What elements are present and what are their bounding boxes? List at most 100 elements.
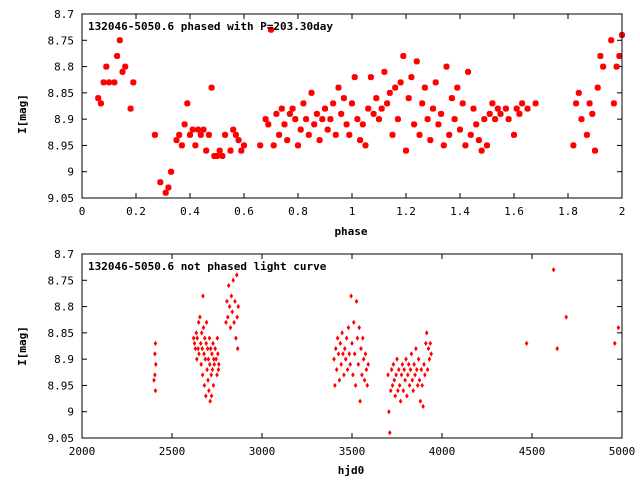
unphased-chart-point [397, 382, 402, 389]
unphased-chart-point [230, 309, 235, 315]
phased-chart-point [286, 110, 293, 117]
unphased-chart-point [228, 325, 233, 331]
phased-chart-point [608, 37, 615, 44]
unphased-chart-point [206, 356, 211, 362]
unphased-chart-xtick-label: 3000 [249, 445, 276, 458]
phased-chart-point [127, 105, 134, 112]
unphased-chart-point [332, 356, 336, 362]
phased-chart-point [570, 142, 577, 149]
unphased-chart-point [198, 314, 202, 320]
unphased-chart-point [524, 340, 529, 346]
unphased-chart-point [153, 351, 157, 357]
phased-chart-point [168, 168, 175, 175]
unphased-chart-point [353, 382, 358, 389]
phased-chart-point [432, 79, 439, 86]
unphased-chart-point [427, 356, 432, 362]
phased-chart-point [270, 142, 277, 149]
phased-chart-xtick-label: 1 [349, 205, 356, 218]
phased-chart: 0 0.2 0.4 0.6 0.8 1 1.2 1.4 1.6 1.8 2 8.7 8.75 8.8 8.8… [16, 8, 625, 238]
unphased-chart-ytick-label: 9 [67, 406, 74, 419]
unphased-chart-point [229, 293, 234, 299]
phased-chart-point [284, 137, 291, 144]
unphased-chart-point [392, 377, 397, 383]
unphased-chart-point [395, 356, 399, 362]
phased-chart-point [532, 100, 539, 107]
phased-chart-xtick-label: 0 [79, 205, 86, 218]
phased-chart-point [573, 100, 580, 107]
phased-chart-point [303, 116, 310, 123]
phased-chart-point [367, 74, 374, 81]
phased-chart-ylabel: I[mag] [16, 94, 29, 134]
phased-chart-point [484, 142, 490, 149]
unphased-chart-point [209, 393, 214, 399]
phased-chart-point [376, 116, 382, 123]
unphased-chart-point [423, 372, 427, 378]
phased-chart-point [95, 95, 102, 102]
unphased-chart-point [346, 325, 351, 331]
phased-chart-point [467, 131, 474, 138]
phased-chart-point [405, 95, 412, 102]
unphased-chart-point [404, 356, 408, 362]
phased-chart-point [235, 137, 242, 144]
unphased-chart-point [209, 372, 214, 378]
unphased-chart-point [232, 319, 236, 325]
unphased-chart-point [235, 272, 239, 278]
unphased-chart-point [388, 388, 393, 394]
unphased-chart-point [415, 382, 420, 389]
unphased-chart-point [195, 356, 199, 362]
phased-chart-point [457, 126, 463, 133]
unphased-chart-point [422, 361, 426, 367]
phased-chart-point [278, 105, 285, 112]
phased-chart-point [100, 79, 107, 86]
phased-chart-point [338, 110, 345, 117]
phased-chart-xtick-label: 1.4 [450, 205, 470, 218]
unphased-chart-ytick-label: 8.9 [54, 353, 74, 366]
unphased-chart-point [363, 351, 368, 357]
unphased-chart: 2000 2500 3000 3500 4000 4500 5000 8.7 8.75 8.8 8.… [16, 248, 635, 477]
unphased-chart-point [355, 335, 360, 341]
unphased-chart-point [365, 382, 370, 389]
unphased-chart-points [152, 267, 621, 436]
phased-chart-point [465, 68, 472, 75]
unphased-chart-point [388, 430, 392, 436]
unphased-chart-point [212, 361, 217, 367]
phased-chart-point [324, 126, 331, 133]
unphased-chart-point [412, 361, 416, 367]
phased-chart-point [114, 53, 121, 60]
unphased-chart-point [348, 361, 352, 367]
unphased-chart-point [202, 335, 207, 341]
unphased-chart-point [200, 372, 205, 378]
phased-chart-point [459, 100, 466, 107]
phased-chart-xtick-label: 0.2 [126, 205, 146, 218]
phased-chart-point [257, 142, 264, 149]
phased-chart-point [362, 142, 369, 149]
unphased-chart-point [415, 367, 419, 373]
unphased-chart-point [357, 325, 361, 331]
phased-chart-point [219, 152, 226, 159]
phased-chart-point [346, 131, 353, 138]
phased-chart-point [230, 126, 237, 133]
unphased-chart-point [211, 340, 215, 346]
unphased-chart-point [202, 351, 206, 357]
unphased-chart-point [206, 377, 210, 383]
phased-chart-point [214, 152, 220, 159]
phased-chart-point [208, 84, 215, 91]
unphased-chart-point [226, 282, 231, 289]
unphased-chart-point [216, 367, 221, 373]
unphased-chart-point [424, 340, 428, 346]
unphased-chart-point [236, 303, 241, 310]
unphased-chart-point [343, 346, 347, 352]
unphased-chart-point [366, 361, 370, 367]
phased-chart-point [394, 116, 401, 123]
phased-chart-point [216, 147, 223, 154]
unphased-chart-point [208, 346, 213, 352]
phased-chart-plot-frame [81, 13, 623, 199]
unphased-chart-point [429, 351, 433, 357]
unphased-chart-point [362, 377, 367, 383]
phased-chart-point [424, 116, 431, 123]
phased-chart-point [343, 121, 350, 128]
phased-chart-point [583, 131, 590, 138]
unphased-chart-point [233, 298, 237, 304]
phased-chart-point [103, 63, 110, 70]
